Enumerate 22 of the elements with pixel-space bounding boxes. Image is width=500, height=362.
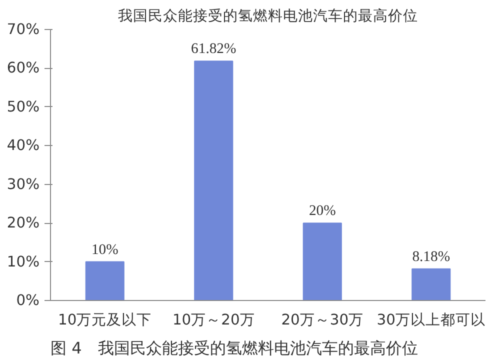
- data-label: 10%: [91, 242, 118, 258]
- data-label: 20%: [308, 203, 336, 220]
- y-tick-label: 40%: [6, 137, 40, 154]
- y-tick-label: 20%: [6, 214, 40, 232]
- x-tick-label: 20万～30万: [281, 312, 364, 328]
- x-tick-label: 10万元及以下: [58, 312, 152, 328]
- x-tick-label: 10万～20万: [172, 312, 255, 328]
- data-label: 8.18%: [412, 248, 450, 265]
- y-tick-label: 70%: [6, 21, 40, 38]
- caption: 图 4 我国民众能接受的氢燃料电池汽车的最高价位: [50, 338, 418, 358]
- bar: [194, 60, 234, 300]
- x-tick-label: 30万以上都可以: [376, 312, 486, 328]
- bar: [85, 261, 124, 300]
- data-label: 61.82%: [191, 41, 236, 58]
- bar: [302, 222, 342, 300]
- bar: [412, 268, 451, 300]
- y-tick-label: 50%: [6, 98, 40, 116]
- y-tick-label: 10%: [6, 253, 40, 270]
- chart-title: 我国民众能接受的氢燃料电池汽车的最高价位: [118, 8, 418, 24]
- y-tick-label: 30%: [6, 176, 40, 193]
- y-tick-label: 60%: [6, 60, 40, 77]
- y-tick-label: 0%: [16, 292, 40, 309]
